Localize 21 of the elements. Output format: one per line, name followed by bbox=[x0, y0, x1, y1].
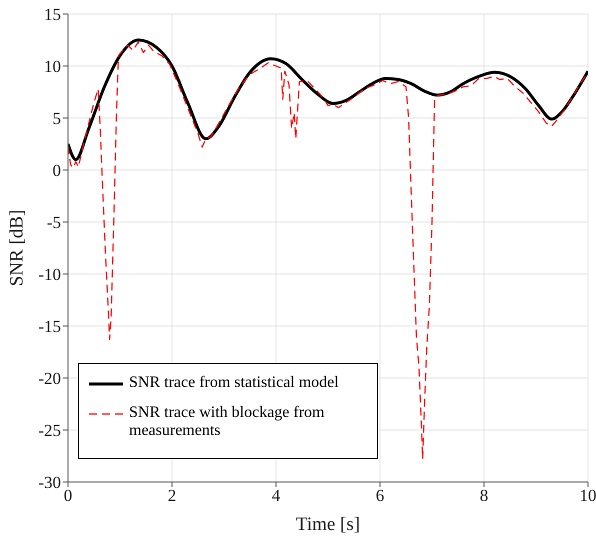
y-axis-title: SNR [dB] bbox=[6, 210, 28, 286]
x-axis-title: Time [s] bbox=[296, 514, 360, 535]
y-tick-label: -20 bbox=[38, 369, 61, 388]
line-series bbox=[68, 41, 588, 460]
y-tick-label: 10 bbox=[44, 57, 61, 76]
legend-label: SNR trace with blockage from measurements bbox=[129, 404, 326, 440]
y-tick-label: 0 bbox=[52, 161, 61, 180]
legend-label: SNR trace from statistical model bbox=[129, 374, 339, 392]
x-tick-label: 8 bbox=[480, 486, 488, 506]
y-tick-label: -25 bbox=[38, 421, 61, 440]
y-tick-label: 5 bbox=[52, 109, 61, 128]
x-tick-label: 4 bbox=[272, 486, 281, 506]
y-tick-label: -5 bbox=[46, 213, 61, 232]
y-tick-label: -15 bbox=[38, 317, 61, 336]
y-tick-label: 15 bbox=[44, 5, 61, 24]
line-series bbox=[68, 38, 588, 162]
y-tick-label: -10 bbox=[38, 265, 61, 284]
y-tick-label: -30 bbox=[38, 473, 61, 492]
x-tick-label: 6 bbox=[376, 486, 384, 506]
x-tick-label: 2 bbox=[168, 486, 176, 506]
x-tick-label: 10 bbox=[580, 486, 596, 506]
